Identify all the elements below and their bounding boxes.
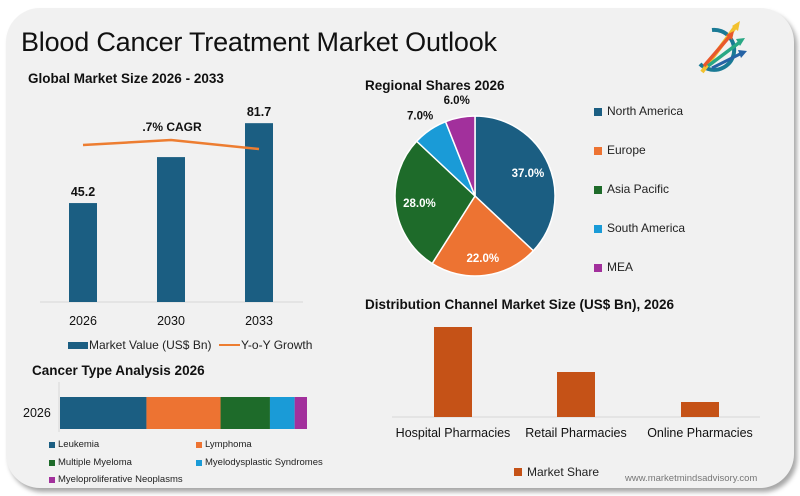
legend-myeloproliferative-neoplasms: Myeloproliferative Neoplasms [49,474,183,485]
pie-data-label: 37.0% [512,168,545,180]
legend-swatch [514,468,522,476]
legend-label: Lymphoma [205,439,252,450]
legend-yoy-growth: Y-o-Y Growth [219,338,312,352]
pie-data-label: 6.0% [444,95,470,107]
legend-label: Europe [607,143,646,157]
pie-slice-europe [431,194,535,277]
legend-market-value: Market Value (US$ Bn) [68,338,212,352]
legend-swatch [49,476,55,483]
cagr-annotation: .7% CAGR [142,120,202,134]
legend-label: South America [607,221,686,235]
yoy-growth-line [82,138,260,151]
legend-swatch [594,264,602,272]
x-tick-label: 2026 [69,314,97,328]
legend-swatch [68,341,88,349]
legend-label: Y-o-Y Growth [241,338,313,352]
distribution-channel-chart [392,327,760,418]
bar-hospital-pharmacies [434,327,472,417]
legend-swatch [196,441,202,448]
x-tick-label: Hospital Pharmacies [395,426,511,440]
legend-label: Myelodysplastic Syndromes [205,457,323,468]
rising-arrows-logo-icon [690,18,752,80]
bar-market-value-2030 [157,157,185,302]
regional-shares-legend: North America Europe Asia Pacific South … [594,104,685,299]
bar-online-pharmacies [681,402,719,417]
legend-label: Market Share [527,465,600,479]
pie-slice-mea [444,115,476,197]
legend-label: Myeloproliferative Neoplasms [58,474,183,485]
y-tick-label: 2026 [23,406,51,420]
legend-europe: Europe [594,143,685,182]
legend-south-america: South America [594,221,685,260]
bar-retail-pharmacies [557,372,595,417]
stack-segment-lymphoma [146,397,221,429]
website-url: www.marketmindsadvisory.com [625,473,758,484]
legend-label: Leukemia [58,439,100,450]
legend-lymphoma: Lymphoma [196,439,252,450]
legend-leukemia: Leukemia [49,439,99,450]
legend-label: Multiple Myeloma [58,457,132,468]
stack-segment-myeloproliferative-neoplasms [294,397,307,429]
global-market-size-chart: 45.2 81.7 .7% CAGR [40,105,303,303]
data-label: 81.7 [247,105,271,119]
pie-data-label: 22.0% [466,253,499,265]
legend-multiple-myeloma: Multiple Myeloma [49,457,132,468]
legend-swatch [594,225,602,233]
distribution-channel-title: Distribution Channel Market Size (US$ Bn… [365,297,675,312]
legend-label: Asia Pacific [607,182,670,196]
x-tick-label: Online Pharmacies [647,426,753,440]
stack-segment-myelodysplastic-syndromes [269,397,295,429]
legend-north-america: North America [594,104,685,143]
legend-myelodysplastic-syndromes: Myelodysplastic Syndromes [196,457,323,468]
legend-label: Market Value (US$ Bn) [89,338,212,352]
pie-data-label: 7.0% [407,110,433,122]
page-title: Blood Cancer Treatment Market Outlook [21,27,497,57]
stack-segment-multiple-myeloma [220,397,270,429]
legend-label: MEA [607,260,634,274]
bar-market-value-2026 [69,203,97,302]
regional-shares-pie: 37.0% 22.0% 28.0% 7.0% 6.0% [394,95,556,277]
stack-segment-leukemia [60,397,147,429]
legend-swatch [594,108,602,116]
legend-market-share: Market Share [514,465,599,479]
global-market-size-title: Global Market Size 2026 - 2033 [28,71,224,86]
legend-swatch [196,459,202,466]
x-tick-label: 2033 [245,314,273,328]
legend-swatch [49,441,55,448]
cancer-type-title: Cancer Type Analysis 2026 [32,363,205,378]
legend-swatch [594,147,602,155]
pie-data-label: 28.0% [403,198,436,210]
data-label: 45.2 [71,185,95,199]
x-tick-label: 2030 [157,314,185,328]
legend-label: North America [607,104,684,118]
bar-market-value-2033 [245,123,273,302]
legend-asia-pacific: Asia Pacific [594,182,685,221]
cancer-type-chart [58,382,307,432]
legend-line-swatch [219,344,240,346]
regional-shares-title: Regional Shares 2026 [365,78,505,93]
legend-mea: MEA [594,260,685,299]
x-tick-label: Retail Pharmacies [525,426,627,440]
legend-swatch [594,186,602,194]
pie-slice-asia-pacific [394,140,476,265]
pie-slice-north-america [474,115,556,252]
legend-swatch [49,459,55,466]
